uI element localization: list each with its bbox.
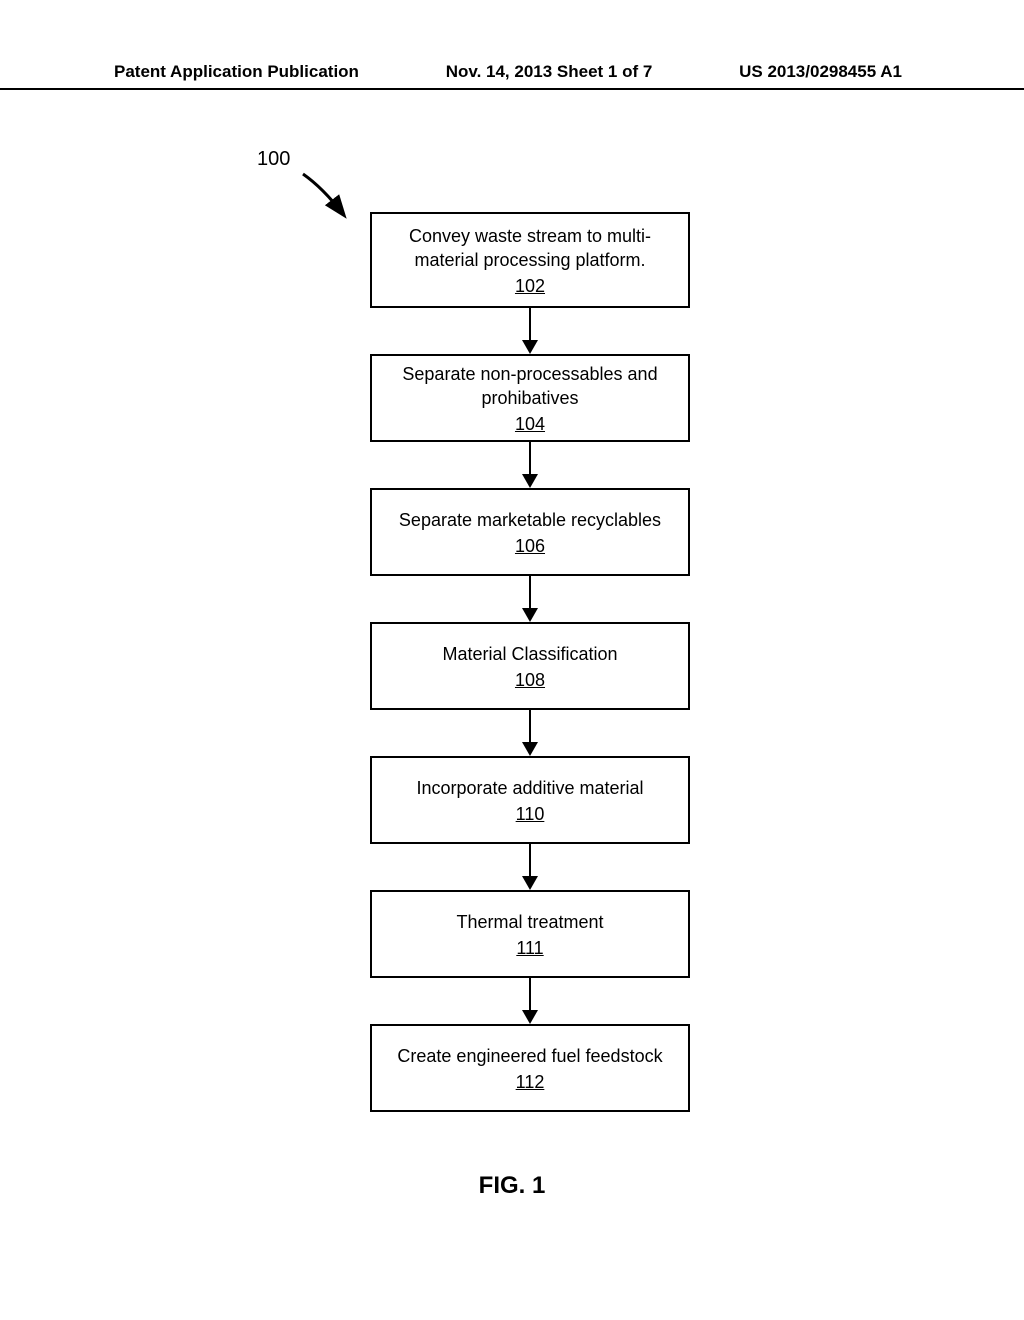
flow-node: Create engineered fuel feedstock 112 bbox=[370, 1024, 690, 1112]
flow-node-text: Separate marketable recyclables bbox=[399, 508, 661, 532]
flow-arrow bbox=[522, 308, 538, 354]
flow-node-ref: 112 bbox=[516, 1070, 545, 1094]
flow-arrow bbox=[522, 710, 538, 756]
flow-node: Convey waste stream to multi-material pr… bbox=[370, 212, 690, 308]
flow-node-ref: 110 bbox=[516, 802, 545, 826]
flow-node: Thermal treatment 111 bbox=[370, 890, 690, 978]
flow-arrow bbox=[522, 442, 538, 488]
flow-node-text: Create engineered fuel feedstock bbox=[397, 1044, 662, 1068]
flow-node-ref: 102 bbox=[515, 274, 545, 298]
header-right: US 2013/0298455 A1 bbox=[739, 62, 902, 82]
flow-node-text: Separate non-processables and prohibativ… bbox=[388, 362, 672, 411]
flow-node: Separate non-processables and prohibativ… bbox=[370, 354, 690, 442]
flow-node: Separate marketable recyclables 106 bbox=[370, 488, 690, 576]
flow-node-text: Thermal treatment bbox=[456, 910, 603, 934]
flow-node-ref: 104 bbox=[515, 412, 545, 436]
figure-reference-label: 100 bbox=[257, 148, 290, 171]
flow-arrow bbox=[522, 576, 538, 622]
flow-node: Material Classification 108 bbox=[370, 622, 690, 710]
flow-node-ref: 108 bbox=[515, 668, 545, 692]
figure-caption: FIG. 1 bbox=[0, 1172, 1024, 1200]
flow-node-text: Convey waste stream to multi-material pr… bbox=[388, 224, 672, 273]
header-left: Patent Application Publication bbox=[114, 62, 359, 82]
reference-arrow-icon bbox=[295, 170, 375, 230]
flow-arrow bbox=[522, 978, 538, 1024]
flow-node-text: Material Classification bbox=[442, 642, 617, 666]
flow-node-text: Incorporate additive material bbox=[416, 776, 643, 800]
flow-arrow bbox=[522, 844, 538, 890]
flow-node-ref: 106 bbox=[515, 534, 545, 558]
flow-node: Incorporate additive material 110 bbox=[370, 756, 690, 844]
flow-node-ref: 111 bbox=[516, 936, 543, 960]
page-header: Patent Application Publication Nov. 14, … bbox=[0, 62, 1024, 90]
header-center: Nov. 14, 2013 Sheet 1 of 7 bbox=[446, 62, 653, 82]
flowchart: Convey waste stream to multi-material pr… bbox=[370, 212, 690, 1112]
